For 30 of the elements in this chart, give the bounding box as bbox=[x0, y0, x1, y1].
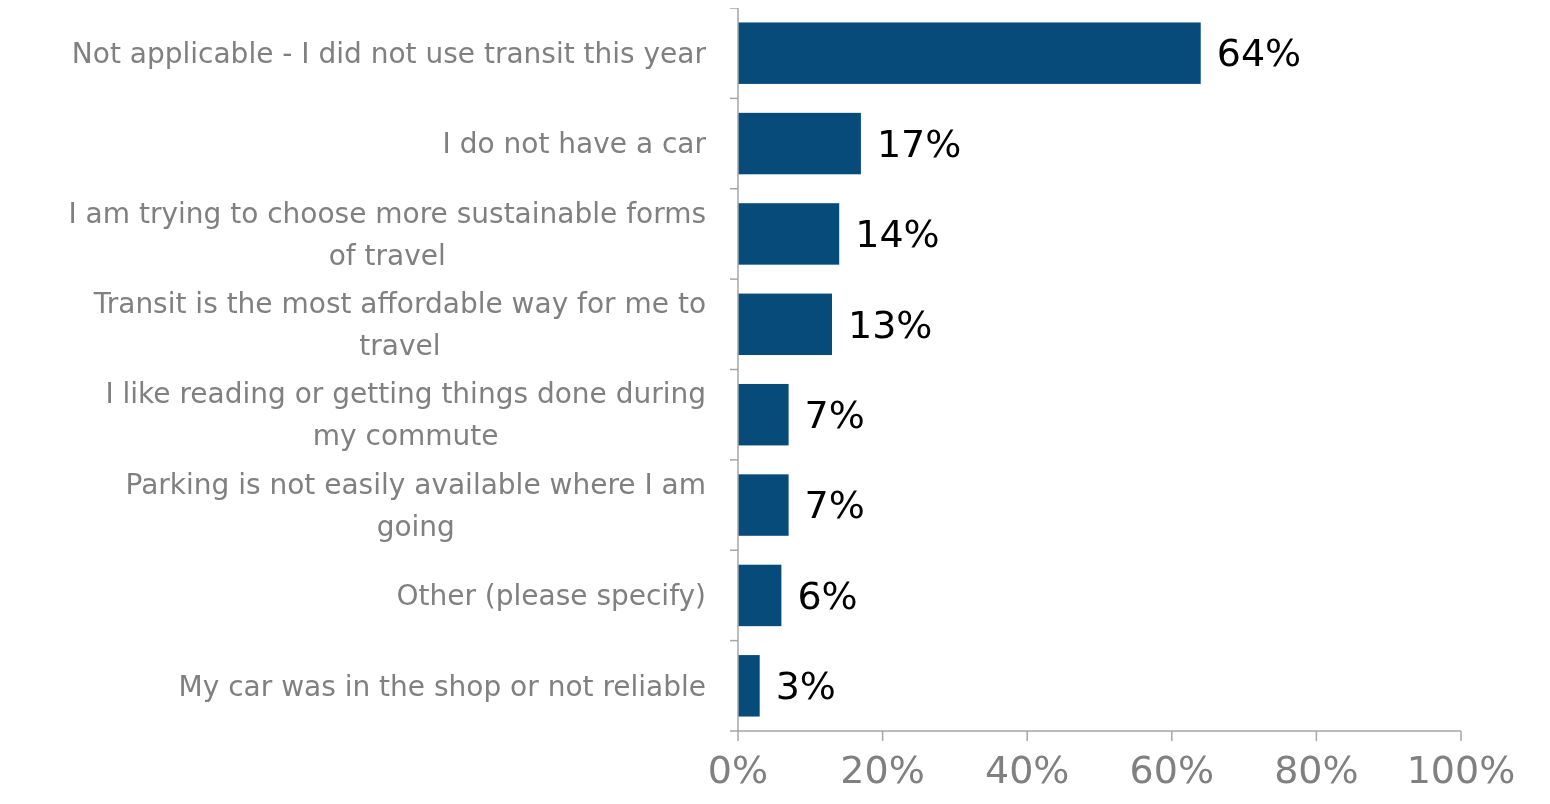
y-tick-label: Other (please specify) bbox=[396, 579, 706, 613]
data-label: 13% bbox=[847, 302, 933, 347]
bar bbox=[738, 22, 1201, 84]
bar bbox=[738, 112, 861, 175]
x-tick-label: 80% bbox=[1274, 748, 1359, 792]
bar bbox=[738, 655, 760, 717]
bar bbox=[738, 293, 832, 356]
data-label: 6% bbox=[797, 573, 858, 618]
y-tick-label: I like reading or getting things done during my commute bbox=[105, 377, 706, 453]
bar bbox=[738, 383, 789, 446]
bar bbox=[738, 564, 782, 627]
bar bbox=[738, 474, 789, 536]
data-label: 7% bbox=[804, 483, 865, 528]
data-label: 17% bbox=[876, 121, 962, 166]
y-tick-label: Parking is not easily available where I am going bbox=[125, 467, 706, 543]
data-label: 7% bbox=[804, 392, 865, 437]
y-tick-label: Transit is the most affordable way for me to travel bbox=[92, 287, 706, 363]
x-tick-label: 0% bbox=[707, 748, 769, 792]
y-tick-label: My car was in the shop or not reliable bbox=[178, 669, 706, 703]
bar bbox=[738, 203, 840, 265]
x-tick-label: 40% bbox=[984, 748, 1070, 792]
y-tick-label: I am trying to choose more sustainable forms of travel bbox=[68, 196, 706, 272]
x-tick-label: 100% bbox=[1406, 748, 1516, 792]
x-tick-label: 20% bbox=[840, 748, 925, 792]
y-tick-label: I do not have a car bbox=[442, 127, 707, 161]
data-label: 14% bbox=[855, 212, 940, 257]
x-tick-label: 60% bbox=[1129, 748, 1215, 792]
data-label: 64% bbox=[1216, 31, 1302, 76]
data-label: 3% bbox=[775, 664, 836, 709]
y-tick-label: Not applicable - I did not use transit this year bbox=[71, 36, 707, 70]
